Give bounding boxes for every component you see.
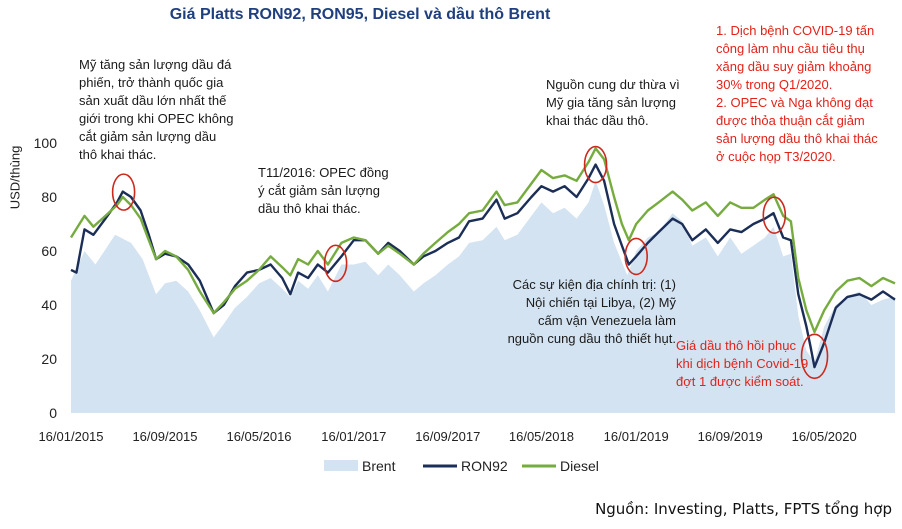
annotation-line: khi dịch bệnh Covid-19 [676,356,809,371]
annotation-line: ý cắt giảm sản lượng [258,183,381,198]
y-tick-label: 0 [49,405,57,421]
annotation-line: đợt 1 được kiểm soát. [676,374,804,389]
series-brent-area [71,180,895,413]
annotation-line: Giá dầu thô hồi phục [676,338,796,353]
x-tick-label: 16/09/2019 [698,429,763,444]
y-tick-label: 80 [41,189,57,205]
y-tick-label: 60 [41,243,57,259]
annotation-line: Mỹ tăng sản lượng dầu đá [79,57,232,72]
legend-label-diesel: Diesel [560,458,599,474]
legend-label-brent: Brent [362,458,396,474]
annotation-line: Mỹ gia tăng sản lượng [546,95,676,110]
annotation-recovery: Giá dầu thô hồi phục khi dịch bệnh Covid-… [676,337,808,391]
x-tick-label: 16/09/2017 [415,429,480,444]
annotation-line: Nội chiến tại Libya, (2) Mỹ [525,295,676,310]
annotation-line: cấm vận Venezuela làm [537,313,676,328]
highlight-circle [800,333,829,380]
series-diesel-line [69,147,896,334]
annotation-line: 2. OPEC và Nga không đạt [716,95,873,110]
annotation-line: khai thác dầu thô. [546,113,649,128]
y-tick-label: 40 [41,297,57,313]
annotation-line: phiến, trở thành quốc gia [79,75,224,90]
annotation-line: được thỏa thuận cắt giảm [716,113,865,128]
x-tick-label: 16/09/2015 [132,429,197,444]
highlight-circle [111,173,136,211]
annotation-line: sản xuất dầu lớn nhất thế [79,93,227,108]
annotation-line: dầu thô khai thác. [258,201,361,216]
x-tick-label: 16/01/2015 [38,429,103,444]
annotation-line: Các sự kiện địa chính trị: (1) [512,277,676,292]
annotation-line: ở cuộc họp T3/2020. [716,149,836,164]
annotation-line: nguồn cung dầu thô thiết hụt. [507,331,676,346]
annotation-line: 30% trong Q1/2020. [716,77,833,92]
annotation-covid: 1. Dịch bệnh COVID-19 tấn công làm nhu cầ… [716,22,878,166]
source-note: Nguồn: Investing, Platts, FPTS tổng hợp [595,500,892,518]
x-tick-label: 16/01/2019 [604,429,669,444]
annotation-line: công làm nhu cầu tiêu thụ [716,41,865,56]
annotation-oversupply: Nguồn cung dư thừa vì Mỹ gia tăng sản lượ… [546,76,680,130]
highlight-circle [583,145,608,184]
annotation-line: giới trong khi OPEC không [79,111,234,126]
annotation-line: T11/2016: OPEC đồng [258,165,389,180]
x-tick-label: 16/05/2018 [509,429,574,444]
x-tick-label: 16/05/2020 [792,429,857,444]
y-tick-label: 20 [41,351,57,367]
chart-title: Giá Platts RON92, RON95, Diesel và dầu t… [169,6,551,23]
highlight-circle [624,237,648,276]
x-tick-label: 16/05/2016 [226,429,291,444]
annotation-line: sản lượng dầu thô khai thác [716,131,878,146]
annotation-line: 1. Dịch bệnh COVID-19 tấn [716,23,875,38]
annotation-geopolitics: Các sự kiện địa chính trị: (1) Nội chiến … [480,276,676,348]
legend-label-ron92: RON92 [461,458,508,474]
annotation-shale-oil: Mỹ tăng sản lượng dầu đá phiến, trở thành… [79,56,234,164]
highlight-circle [762,196,787,234]
legend-swatch-brent [324,460,358,471]
x-tick-label: 16/01/2017 [321,429,386,444]
series-ron92-line [70,163,896,369]
annotation-line: cắt giảm sản lượng dầu [79,129,217,144]
annotation-line: Nguồn cung dư thừa vì [546,77,680,92]
annotation-line: thô khai thác. [79,147,157,162]
y-tick-label: 100 [34,135,58,151]
annotation-opec-cut-2016: T11/2016: OPEC đồng ý cắt giảm sản lượng d… [258,164,389,218]
highlight-circle [323,244,348,283]
annotation-line: xăng dầu suy giảm khoảng [716,59,872,74]
